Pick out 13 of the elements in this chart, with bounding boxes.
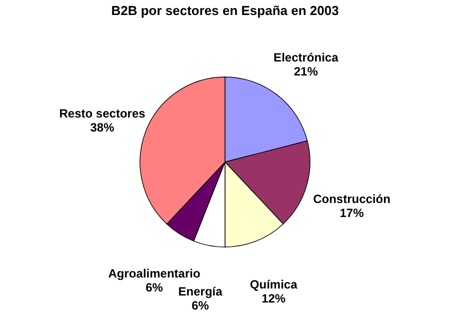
- chart-title: B2B por sectores en España en 2003: [111, 3, 339, 18]
- slice-label: Agroalimentario: [108, 266, 200, 280]
- data-label: 6%: [146, 280, 164, 294]
- data-label: 12%: [262, 292, 286, 306]
- slice-label: Electrónica: [274, 50, 339, 65]
- data-label: 38%: [90, 120, 115, 134]
- slice-label: Construcción: [313, 192, 390, 206]
- data-label: 17%: [340, 206, 364, 220]
- slice-label: Química: [250, 278, 298, 292]
- data-label: 21%: [294, 64, 318, 79]
- data-label: 6%: [192, 298, 210, 313]
- slice-label: Energía: [178, 284, 223, 299]
- slice-label: Resto sectores: [59, 106, 146, 120]
